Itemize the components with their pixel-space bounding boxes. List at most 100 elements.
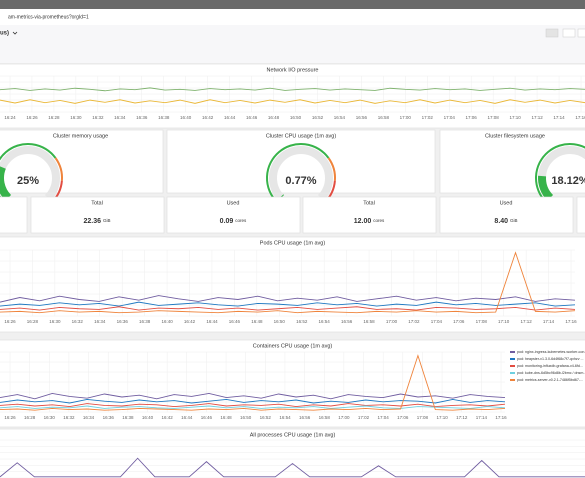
x-tick-label: 16:44: [224, 115, 236, 120]
x-tick-label: 16:34: [83, 415, 95, 420]
legend-entry: pod: nginx-ingress-kubernetes-worker-con…: [517, 350, 585, 354]
stat-label: Total: [91, 200, 103, 206]
gauge-label: 0.77%: [285, 175, 316, 187]
x-tick-label: 16:32: [63, 415, 75, 420]
gauge-threshold: [54, 157, 63, 181]
x-tick-label: 16:58: [363, 319, 375, 324]
x-tick-label: 17:08: [417, 415, 429, 420]
x-tick-label: 16:52: [260, 415, 272, 420]
series-line: [0, 251, 576, 314]
x-tick-label: 16:28: [24, 415, 36, 420]
legend-swatch: [510, 365, 515, 367]
x-tick-label: 17:10: [498, 319, 510, 324]
panel-title: Cluster CPU usage (1m avg): [266, 133, 336, 139]
gauge-value: [0, 166, 12, 201]
series-line: [0, 354, 506, 411]
panel: [576, 196, 585, 234]
gauge-threshold: [266, 142, 330, 203]
x-tick-label: 16:38: [122, 415, 134, 420]
x-tick-label: 16:36: [103, 415, 115, 420]
x-tick-label: 16:34: [94, 319, 106, 324]
dashboard-title[interactable]: us): [0, 31, 9, 37]
series-line: [0, 457, 585, 478]
x-tick-label: 17:12: [520, 319, 532, 324]
series-line: [0, 99, 585, 104]
x-tick-label: 16:48: [268, 115, 280, 120]
series-line: [0, 301, 576, 307]
panel: [0, 129, 164, 194]
stat-label: Total: [363, 200, 375, 206]
x-tick-label: 17:02: [422, 115, 434, 120]
icon-button[interactable]: [545, 28, 559, 38]
series-line: [0, 306, 576, 311]
x-tick-label: 16:56: [299, 415, 311, 420]
x-tick-label: 16:36: [136, 115, 148, 120]
x-tick-label: 16:54: [334, 115, 346, 120]
panel-title: Cluster filesystem usage: [485, 133, 545, 139]
x-tick-label: 16:34: [114, 115, 126, 120]
gauge-track: [269, 146, 333, 201]
x-tick-label: 17:06: [466, 115, 478, 120]
x-tick-label: 16:52: [312, 115, 324, 120]
x-tick-label: 17:08: [488, 115, 500, 120]
stat-unit: GiB: [103, 218, 111, 223]
legend-entry: pod: monitoring-influxdb-grafana-v4-6fd.…: [517, 364, 583, 368]
x-tick-label: 17:14: [543, 319, 555, 324]
panel: [166, 196, 301, 234]
gauge-threshold: [535, 142, 585, 203]
panel-title: Network I/O pressure: [267, 67, 319, 73]
x-tick-label: 16:46: [201, 415, 213, 420]
legend-swatch: [510, 358, 515, 360]
series-line: [0, 403, 506, 408]
icon-button[interactable]: [562, 28, 576, 38]
stat-value: 8.40 GiB: [494, 218, 517, 225]
panel: [439, 196, 574, 234]
x-tick-label: 16:32: [72, 319, 84, 324]
x-tick-label: 16:38: [158, 115, 170, 120]
x-tick-label: 17:00: [386, 319, 398, 324]
x-tick-label: 16:44: [181, 415, 193, 420]
x-tick-label: 16:40: [142, 415, 154, 420]
stat-unit: cores: [373, 218, 385, 223]
stat-unit: GiB: [510, 218, 518, 223]
x-tick-label: 17:16: [575, 115, 585, 120]
x-tick-label: 17:12: [456, 415, 468, 420]
x-tick-label: 16:56: [356, 115, 368, 120]
x-tick-label: 17:00: [338, 415, 350, 420]
x-tick-label: 17:10: [436, 415, 448, 420]
x-tick-label: 17:00: [400, 115, 412, 120]
stat-unit: cores: [235, 218, 247, 223]
browser-chrome: [0, 0, 585, 9]
x-tick-label: 16:28: [27, 319, 39, 324]
legend-entry: pod: kube-dns-6d5bc96d8b-l2bmc / dnsm...: [517, 371, 585, 375]
x-tick-label: 16:42: [161, 415, 173, 420]
x-tick-label: 17:16: [565, 319, 577, 324]
icon-button[interactable]: [577, 28, 585, 38]
panel: [30, 196, 165, 234]
x-tick-label: 16:50: [274, 319, 286, 324]
x-tick-label: 17:14: [553, 115, 565, 120]
series-line: [0, 392, 506, 400]
x-tick-label: 16:50: [290, 115, 302, 120]
x-tick-label: 16:42: [184, 319, 196, 324]
gauge-label: 18.12%: [551, 175, 585, 187]
stat-label: Used: [227, 200, 240, 206]
x-tick-label: 16:36: [117, 319, 129, 324]
x-tick-label: 16:26: [4, 415, 16, 420]
x-tick-label: 16:26: [4, 319, 16, 324]
panel: [0, 236, 585, 333]
series-line: [0, 405, 506, 409]
panel-title: Cluster memory usage: [53, 133, 108, 139]
panel-title: All processes CPU usage (1m avg): [250, 432, 336, 438]
x-tick-label: 16:52: [296, 319, 308, 324]
address-bar[interactable]: [0, 9, 585, 25]
x-tick-label: 16:32: [92, 115, 104, 120]
stat-number: 0.09: [220, 218, 234, 225]
x-tick-label: 17:16: [495, 415, 507, 420]
stat-number: 22.36: [83, 218, 101, 225]
panel: [0, 339, 585, 428]
x-tick-label: 16:56: [341, 319, 353, 324]
panel-title: Pods CPU usage (1m avg): [260, 240, 326, 246]
x-tick-label: 16:30: [70, 115, 82, 120]
